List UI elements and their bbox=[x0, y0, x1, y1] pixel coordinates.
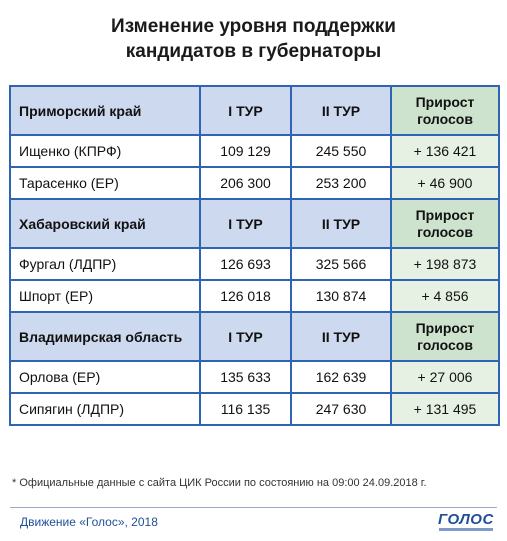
region-header-row: Владимирская область I ТУР II ТУР Прирост го… bbox=[9, 311, 500, 362]
round2-votes: 245 550 bbox=[290, 134, 392, 168]
gain-header: Прирост голосов bbox=[390, 85, 500, 136]
round1-header: I ТУР bbox=[199, 311, 292, 362]
round1-votes: 135 633 bbox=[199, 360, 292, 394]
candidate-name: Сипягин (ЛДПР) bbox=[9, 392, 201, 426]
region-header-row: Хабаровский край I ТУР II ТУР Прирост голосо… bbox=[9, 198, 500, 249]
vote-gain: + 46 900 bbox=[390, 166, 500, 200]
candidate-name: Ищенко (КПРФ) bbox=[9, 134, 201, 168]
footnote: * Официальные данные с сайта ЦИК России … bbox=[12, 477, 427, 489]
logo-wordmark: ГОЛОС bbox=[438, 511, 494, 528]
gain-header: Прирост голосов bbox=[390, 311, 500, 362]
page-title: Изменение уровня поддержки кандидатов в … bbox=[0, 14, 507, 64]
gain-header: Прирост голосов bbox=[390, 198, 500, 249]
gain-header-line-2: голосов bbox=[417, 336, 473, 353]
round1-votes: 126 693 bbox=[199, 247, 292, 281]
candidate-name: Орлова (ЕР) bbox=[9, 360, 201, 394]
region-header-row: Приморский край I ТУР II ТУР Прирост голосов bbox=[9, 85, 500, 136]
results-table-body: Приморский край I ТУР II ТУР Прирост голосов… bbox=[9, 85, 500, 426]
gain-header-line-2: голосов bbox=[417, 223, 473, 240]
logo-underline bbox=[439, 528, 493, 531]
candidate-name: Тарасенко (ЕР) bbox=[9, 166, 201, 200]
results-table: Приморский край I ТУР II ТУР Прирост голосов… bbox=[9, 85, 500, 426]
table-row: Орлова (ЕР) 135 633 162 639 + 27 006 bbox=[9, 360, 500, 394]
gain-header-line-1: Прирост bbox=[415, 319, 475, 336]
table-row: Тарасенко (ЕР) 206 300 253 200 + 46 900 bbox=[9, 166, 500, 200]
region-name: Хабаровский край bbox=[9, 198, 201, 249]
gain-header-line-1: Прирост bbox=[415, 93, 475, 110]
table-row: Фургал (ЛДПР) 126 693 325 566 + 198 873 bbox=[9, 247, 500, 281]
round2-votes: 162 639 bbox=[290, 360, 392, 394]
table-row: Ищенко (КПРФ) 109 129 245 550 + 136 421 bbox=[9, 134, 500, 168]
region-name: Владимирская область bbox=[9, 311, 201, 362]
vote-gain: + 27 006 bbox=[390, 360, 500, 394]
candidate-name: Фургал (ЛДПР) bbox=[9, 247, 201, 281]
title-line-1: Изменение уровня поддержки bbox=[111, 16, 396, 37]
golos-logo: ГОЛОС bbox=[438, 511, 494, 535]
vote-gain: + 198 873 bbox=[390, 247, 500, 281]
round2-header: II ТУР bbox=[290, 85, 392, 136]
candidate-name: Шпорт (ЕР) bbox=[9, 279, 201, 313]
round2-votes: 247 630 bbox=[290, 392, 392, 426]
round2-votes: 325 566 bbox=[290, 247, 392, 281]
round2-votes: 130 874 bbox=[290, 279, 392, 313]
round1-votes: 126 018 bbox=[199, 279, 292, 313]
vote-gain: + 131 495 bbox=[390, 392, 500, 426]
gain-header-line-2: голосов bbox=[417, 110, 473, 127]
round2-header: II ТУР bbox=[290, 311, 392, 362]
round1-votes: 116 135 bbox=[199, 392, 292, 426]
round2-votes: 253 200 bbox=[290, 166, 392, 200]
round1-votes: 206 300 bbox=[199, 166, 292, 200]
footer-divider bbox=[10, 507, 497, 508]
vote-gain: + 136 421 bbox=[390, 134, 500, 168]
table-row: Сипягин (ЛДПР) 116 135 247 630 + 131 495 bbox=[9, 392, 500, 426]
round2-header: II ТУР bbox=[290, 198, 392, 249]
region-name: Приморский край bbox=[9, 85, 201, 136]
vote-gain: + 4 856 bbox=[390, 279, 500, 313]
round1-header: I ТУР bbox=[199, 198, 292, 249]
table-row: Шпорт (ЕР) 126 018 130 874 + 4 856 bbox=[9, 279, 500, 313]
footer-credit: Движение «Голос», 2018 bbox=[20, 515, 158, 529]
round1-header: I ТУР bbox=[199, 85, 292, 136]
title-line-2: кандидатов в губернаторы bbox=[125, 41, 382, 62]
round1-votes: 109 129 bbox=[199, 134, 292, 168]
gain-header-line-1: Прирост bbox=[415, 206, 475, 223]
